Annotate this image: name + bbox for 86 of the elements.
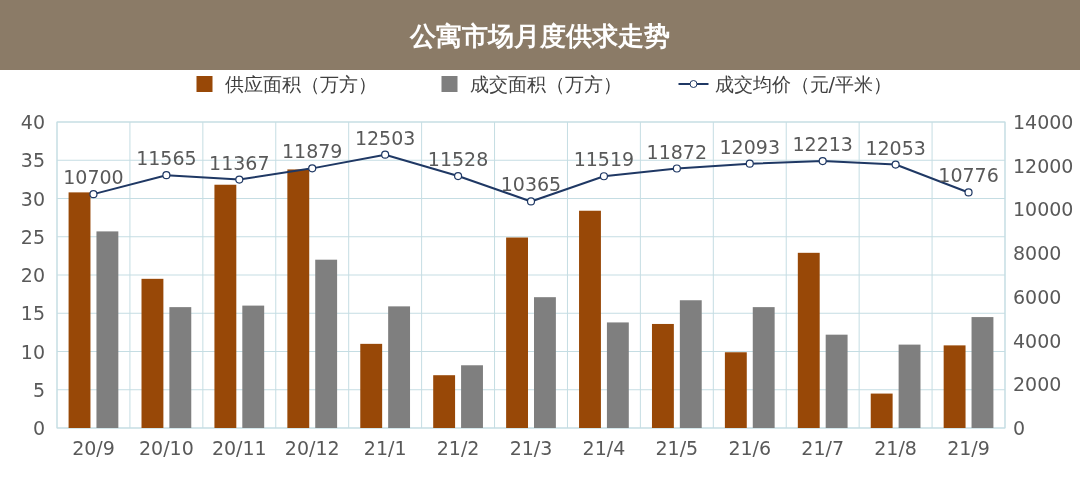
- y2-tick-label: 14000: [1013, 111, 1074, 133]
- point: [308, 164, 317, 173]
- y-tick-label: 30: [20, 187, 45, 210]
- data-label: 12503: [354, 126, 416, 149]
- bar: [96, 231, 119, 428]
- legend-label: 成交面积（万方）: [469, 73, 622, 95]
- bar: [943, 345, 966, 428]
- bar: [870, 393, 893, 428]
- point: [818, 156, 827, 166]
- y-tick-label: 35: [20, 149, 45, 172]
- point: [599, 172, 609, 181]
- data-label: 12053: [865, 136, 926, 159]
- y2-tick-label: 6000: [1013, 285, 1062, 308]
- point: [235, 175, 244, 184]
- legend-label: 供应面积（万方）: [224, 73, 377, 95]
- y-tick-label: 25: [20, 225, 45, 248]
- x-tick-label: 21/3: [509, 437, 553, 459]
- y-tick-label: 10: [20, 340, 45, 363]
- bar: [679, 300, 702, 428]
- bar: [898, 344, 921, 428]
- x-tick-label: 20/11: [211, 437, 267, 459]
- bar: [752, 307, 775, 428]
- bar: [825, 334, 848, 428]
- x-tick-label: 21/8: [874, 437, 917, 459]
- bar: [287, 169, 310, 428]
- x-tick-label: 21/9: [947, 437, 990, 459]
- data-label: 10700: [63, 166, 124, 189]
- data-label: 11528: [427, 148, 489, 171]
- bar: [433, 375, 456, 428]
- point: [381, 150, 390, 159]
- data-label: 11565: [136, 147, 197, 170]
- point: [891, 160, 900, 169]
- data-label: 11879: [282, 140, 343, 163]
- bar: [797, 252, 820, 428]
- y2-tick-label: 12000: [1013, 154, 1074, 177]
- data-label: 11519: [573, 148, 635, 171]
- x-tick-label: 20/10: [139, 437, 194, 459]
- data-label: 12093: [719, 135, 780, 158]
- point: [672, 164, 681, 173]
- x-tick-label: 21/1: [363, 437, 407, 459]
- bar: [360, 343, 383, 428]
- bar: [242, 305, 265, 428]
- x-tick-label: 21/5: [655, 437, 699, 459]
- chart-title: 公寓市场月度供求走势: [409, 21, 670, 51]
- bar: [651, 323, 674, 428]
- data-label: 10776: [938, 164, 999, 187]
- y2-tick-label: 0: [1013, 417, 1026, 439]
- y-tick-label: 20: [20, 264, 45, 286]
- point: [964, 188, 973, 197]
- bar: [606, 322, 629, 428]
- bar: [579, 210, 601, 428]
- point: [745, 159, 754, 168]
- x-tick-label: 21/7: [801, 437, 845, 459]
- data-label: 12213: [792, 133, 853, 156]
- data-label: 10365: [500, 173, 562, 196]
- bar: [169, 307, 192, 428]
- y-tick-label: 5: [32, 378, 45, 401]
- bar: [461, 365, 483, 428]
- point: [89, 190, 98, 199]
- point: [453, 171, 463, 181]
- x-tick-label: 20/9: [72, 437, 115, 459]
- y-tick-label: 0: [32, 417, 45, 439]
- legend-label: 成交均价（元/平米）: [714, 73, 892, 95]
- y2-tick-label: 4000: [1013, 329, 1062, 352]
- x-tick-label: 21/4: [582, 437, 626, 459]
- y-tick-label: 15: [20, 302, 45, 325]
- x-tick-label: 21/2: [436, 437, 480, 459]
- bar: [68, 192, 91, 428]
- x-tick-label: 21/6: [728, 437, 772, 459]
- bar: [315, 259, 338, 428]
- bar: [534, 297, 556, 428]
- bar: [388, 306, 411, 428]
- y-tick-label: 40: [20, 111, 45, 133]
- bar: [724, 352, 747, 428]
- x-tick-label: 20/12: [284, 437, 340, 459]
- point: [162, 171, 171, 180]
- data-label: 11872: [646, 140, 708, 163]
- point: [526, 197, 536, 206]
- bar: [971, 317, 994, 428]
- bar: [506, 237, 528, 428]
- bar: [141, 278, 164, 428]
- y2-tick-label: 8000: [1013, 242, 1062, 265]
- y2-tick-label: 10000: [1013, 198, 1074, 221]
- bar: [214, 184, 237, 428]
- y2-tick-label: 2000: [1013, 373, 1062, 396]
- data-label: 11367: [209, 151, 270, 174]
